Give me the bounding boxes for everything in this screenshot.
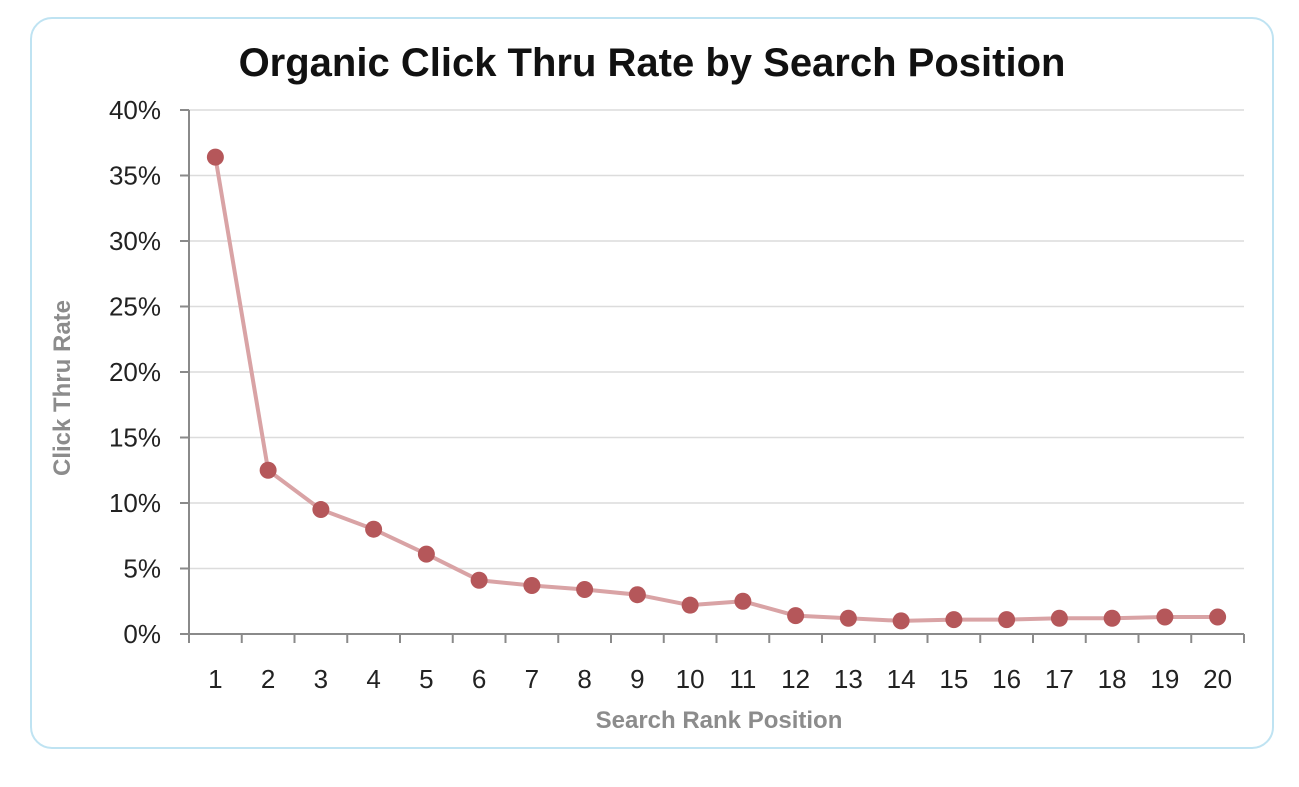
x-tick-label: 7: [525, 664, 539, 694]
data-point-17: [1050, 609, 1068, 627]
data-point-14: [892, 612, 910, 630]
x-tick-label: 14: [887, 664, 916, 694]
chart-title: Organic Click Thru Rate by Search Positi…: [239, 41, 1066, 85]
x-tick-label: 10: [676, 664, 705, 694]
data-point-2: [259, 461, 277, 479]
y-tick-label: 35%: [109, 161, 161, 191]
y-axis-title: Click Thru Rate: [49, 300, 76, 476]
series-line: [213, 156, 1218, 623]
data-point-19: [1156, 608, 1174, 626]
x-tick-label: 8: [577, 664, 591, 694]
data-point-5: [417, 545, 435, 563]
data-point-20: [1209, 608, 1227, 626]
y-tick-label: 5%: [123, 554, 161, 584]
y-tick-label: 25%: [109, 292, 161, 322]
y-tick-label: 20%: [109, 357, 161, 387]
data-point-8: [576, 580, 594, 598]
x-tick-label: 2: [261, 664, 275, 694]
chart-frame: [30, 17, 1274, 749]
data-point-3: [312, 501, 330, 519]
y-tick-label: 40%: [109, 95, 161, 125]
data-point-18: [1103, 609, 1121, 627]
x-tick-label: 6: [472, 664, 486, 694]
gridlines: [189, 109, 1244, 570]
data-point-4: [365, 520, 383, 538]
x-tick-label: 12: [781, 664, 810, 694]
y-tick-label: 10%: [109, 488, 161, 518]
y-tick-label: 15%: [109, 423, 161, 453]
data-point-7: [523, 577, 541, 595]
y-tick-label: 30%: [109, 226, 161, 256]
x-tick-label: 11: [729, 664, 756, 694]
x-tick-label: 5: [419, 664, 433, 694]
x-tick-label: 4: [366, 664, 380, 694]
x-tick-label: 15: [939, 664, 968, 694]
x-tick-label: 19: [1150, 664, 1179, 694]
x-tick-label: 13: [834, 664, 863, 694]
x-tick-label: 1: [208, 664, 222, 694]
data-point-1: [206, 148, 224, 166]
y-tick-label: 0%: [123, 619, 161, 649]
data-point-12: [787, 607, 805, 625]
x-tick-label: 9: [630, 664, 644, 694]
data-point-16: [998, 611, 1016, 629]
data-point-11: [734, 592, 752, 610]
x-tick-label: 17: [1045, 664, 1074, 694]
data-point-9: [628, 586, 646, 604]
data-point-13: [839, 609, 857, 627]
data-point-6: [470, 571, 488, 589]
x-tick-labels: 1 2 3 4 5 6 7 8 9 10 11 12 13 14 15 16 17 18 19 20: [208, 664, 1232, 694]
x-tick-label: 3: [314, 664, 328, 694]
x-tick-label: 16: [992, 664, 1021, 694]
data-point-15: [945, 611, 963, 629]
series: [206, 148, 1227, 630]
x-tick-label: 20: [1203, 664, 1232, 694]
y-tick-labels: 0% 5% 10% 15% 20% 25% 30% 35% 40%: [109, 95, 161, 649]
axes: [180, 109, 1245, 643]
x-axis-title: Search Rank Position: [596, 707, 843, 734]
x-tick-label: 18: [1098, 664, 1127, 694]
data-point-10: [681, 596, 699, 614]
